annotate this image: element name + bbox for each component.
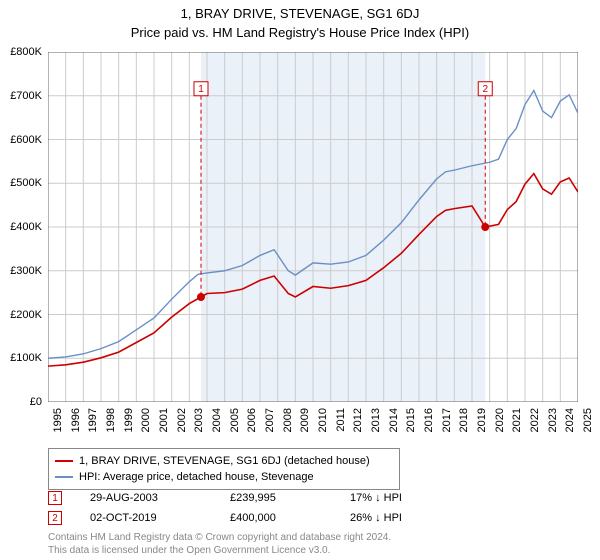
chart-container: 1, BRAY DRIVE, STEVENAGE, SG1 6DJ Price …: [0, 0, 600, 560]
sale-date: 02-OCT-2019: [90, 512, 230, 524]
x-tick-label: 2019: [476, 408, 488, 432]
y-tick-label: £700K: [10, 90, 42, 102]
sale-marker-number: 1: [48, 491, 62, 505]
y-tick-label: £200K: [10, 309, 42, 321]
legend-item: 1, BRAY DRIVE, STEVENAGE, SG1 6DJ (detac…: [55, 453, 393, 469]
sale-diff: 17% ↓ HPI: [350, 492, 450, 504]
sale-price: £400,000: [230, 512, 350, 524]
footnote: Contains HM Land Registry data © Crown c…: [48, 532, 391, 557]
x-tick-label: 2023: [547, 408, 559, 432]
x-tick-label: 1995: [52, 408, 64, 432]
x-tick-label: 2004: [211, 408, 223, 432]
chart-area: 12 £0£100K£200K£300K£400K£500K£600K£700K…: [48, 52, 578, 402]
x-tick-label: 2021: [511, 408, 523, 432]
x-tick-label: 2002: [176, 408, 188, 432]
footnote-line: This data is licensed under the Open Gov…: [48, 545, 391, 558]
x-tick-label: 2010: [317, 408, 329, 432]
y-tick-label: £600K: [10, 134, 42, 146]
y-tick-label: £300K: [10, 265, 42, 277]
sale-row: 2 02-OCT-2019£400,00026% ↓ HPI: [48, 508, 450, 528]
x-tick-label: 2007: [264, 408, 276, 432]
x-tick-label: 2006: [246, 408, 258, 432]
x-tick-label: 2020: [494, 408, 506, 432]
x-tick-label: 2017: [441, 408, 453, 432]
svg-text:2: 2: [482, 84, 488, 95]
footnote-line: Contains HM Land Registry data © Crown c…: [48, 532, 391, 545]
x-tick-label: 2025: [582, 408, 594, 432]
chart-title: 1, BRAY DRIVE, STEVENAGE, SG1 6DJ: [0, 0, 600, 21]
x-tick-label: 2022: [529, 408, 541, 432]
legend-label: 1, BRAY DRIVE, STEVENAGE, SG1 6DJ (detac…: [79, 455, 370, 467]
x-tick-label: 2013: [370, 408, 382, 432]
x-tick-label: 2018: [458, 408, 470, 432]
y-tick-label: £500K: [10, 177, 42, 189]
x-tick-label: 2000: [140, 408, 152, 432]
y-tick-label: £0: [30, 396, 42, 408]
x-tick-label: 2001: [158, 408, 170, 432]
chart-svg: 12: [48, 52, 578, 402]
x-tick-label: 2024: [564, 408, 576, 432]
sales-table: 1 29-AUG-2003£239,99517% ↓ HPI 2 02-OCT-201…: [48, 488, 450, 528]
x-tick-label: 1999: [123, 408, 135, 432]
sale-date: 29-AUG-2003: [90, 492, 230, 504]
legend-label: HPI: Average price, detached house, Stev…: [79, 471, 314, 483]
x-tick-label: 2009: [299, 408, 311, 432]
x-tick-label: 1998: [105, 408, 117, 432]
x-tick-label: 2016: [423, 408, 435, 432]
y-tick-label: £800K: [10, 46, 42, 58]
svg-text:1: 1: [198, 84, 204, 95]
y-tick-label: £400K: [10, 221, 42, 233]
sale-price: £239,995: [230, 492, 350, 504]
y-tick-label: £100K: [10, 352, 42, 364]
legend-swatch: [55, 460, 73, 462]
x-tick-label: 1997: [87, 408, 99, 432]
sale-diff: 26% ↓ HPI: [350, 512, 450, 524]
x-tick-label: 1996: [70, 408, 82, 432]
x-tick-label: 2012: [352, 408, 364, 432]
legend: 1, BRAY DRIVE, STEVENAGE, SG1 6DJ (detac…: [48, 448, 400, 490]
x-tick-label: 2011: [335, 408, 347, 432]
chart-subtitle: Price paid vs. HM Land Registry's House …: [0, 21, 600, 46]
x-tick-label: 2003: [193, 408, 205, 432]
legend-swatch: [55, 476, 73, 478]
sale-row: 1 29-AUG-2003£239,99517% ↓ HPI: [48, 488, 450, 508]
sale-marker-number: 2: [48, 511, 62, 525]
x-tick-label: 2005: [229, 408, 241, 432]
x-tick-label: 2015: [405, 408, 417, 432]
legend-item: HPI: Average price, detached house, Stev…: [55, 469, 393, 485]
x-tick-label: 2008: [282, 408, 294, 432]
x-tick-label: 2014: [388, 408, 400, 432]
